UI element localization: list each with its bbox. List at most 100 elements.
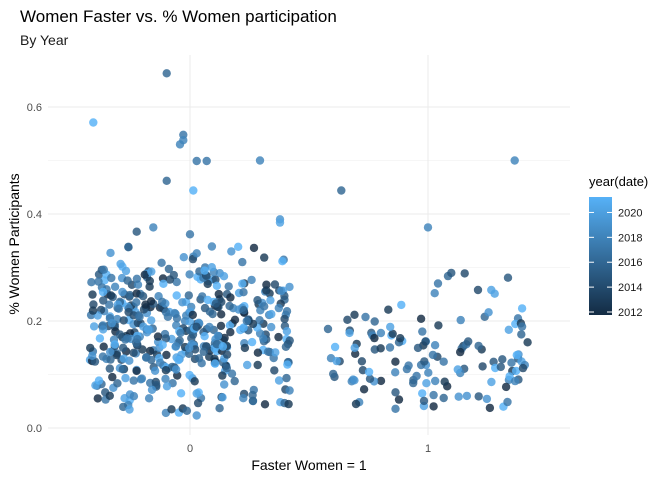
data-point — [474, 392, 483, 401]
legend-tick-label: 2018 — [618, 232, 642, 244]
data-point — [416, 314, 426, 323]
data-point — [266, 296, 275, 305]
data-point — [192, 322, 201, 331]
data-point — [176, 328, 185, 338]
data-point — [207, 242, 217, 251]
data-point — [462, 391, 472, 401]
data-point — [137, 374, 147, 383]
data-point — [176, 389, 186, 398]
data-point — [496, 362, 505, 372]
data-point — [205, 352, 214, 361]
data-point — [238, 279, 247, 288]
data-point — [396, 334, 405, 343]
data-point — [423, 223, 433, 232]
x-tick-label: 0 — [187, 443, 193, 455]
data-point — [207, 263, 216, 272]
data-point — [376, 344, 385, 353]
data-point — [397, 300, 406, 310]
data-point — [260, 400, 270, 409]
data-point — [123, 276, 132, 285]
data-point — [260, 253, 269, 262]
data-point — [174, 355, 183, 365]
data-point — [503, 397, 512, 407]
color-legend: year(date) 2012 2014 2016 2018 2020 — [589, 174, 648, 319]
data-point — [428, 350, 438, 360]
data-point — [391, 368, 400, 377]
data-point — [218, 342, 228, 351]
data-point — [162, 382, 172, 391]
data-point — [391, 388, 400, 397]
data-point — [145, 346, 155, 356]
data-point — [89, 322, 99, 331]
data-point — [418, 389, 427, 398]
data-point — [284, 399, 293, 409]
data-point — [110, 340, 119, 349]
data-point — [115, 330, 125, 339]
data-point — [203, 295, 212, 305]
data-point — [505, 372, 514, 381]
data-point — [517, 322, 527, 331]
data-point — [199, 347, 208, 356]
data-point — [247, 337, 257, 347]
data-point — [222, 350, 232, 359]
data-point — [114, 304, 124, 313]
data-point — [145, 276, 154, 286]
data-point — [453, 365, 462, 374]
data-point — [275, 218, 285, 227]
data-point — [274, 332, 283, 342]
data-point — [419, 396, 429, 406]
data-point — [430, 289, 439, 298]
data-point — [460, 269, 469, 278]
data-point — [149, 223, 158, 232]
data-point — [351, 349, 360, 358]
data-point — [434, 321, 443, 330]
data-point — [93, 394, 103, 403]
data-point — [95, 334, 105, 343]
data-point — [125, 405, 134, 414]
data-point — [99, 296, 108, 305]
data-point — [247, 275, 256, 285]
data-point — [517, 304, 527, 313]
data-point — [364, 367, 374, 377]
data-point — [413, 343, 423, 353]
data-point — [263, 347, 273, 356]
data-point — [277, 286, 286, 296]
data-point — [271, 348, 280, 357]
data-point — [133, 334, 142, 344]
data-point — [162, 350, 171, 360]
data-point — [107, 318, 117, 328]
data-point — [161, 308, 171, 317]
data-point — [234, 242, 243, 251]
data-point — [211, 299, 221, 308]
data-point — [161, 334, 171, 343]
data-point — [498, 355, 507, 364]
data-point — [193, 398, 203, 408]
data-point — [343, 315, 352, 324]
data-point — [158, 340, 167, 350]
data-point — [361, 312, 370, 322]
data-point — [239, 306, 248, 315]
data-point — [210, 359, 220, 368]
data-point — [189, 186, 198, 195]
data-point — [337, 186, 346, 195]
data-point — [503, 273, 513, 282]
data-point — [108, 372, 117, 382]
data-point — [242, 316, 251, 326]
data-point — [88, 351, 97, 360]
data-point — [357, 357, 367, 366]
data-point — [205, 322, 214, 332]
data-point — [164, 264, 174, 274]
data-point — [487, 377, 496, 387]
data-point — [226, 328, 235, 337]
data-point — [464, 337, 473, 346]
data-point — [255, 156, 265, 165]
data-point — [172, 314, 182, 323]
data-point — [394, 395, 404, 404]
data-point — [86, 343, 95, 353]
data-point — [98, 287, 108, 297]
data-point — [253, 360, 262, 370]
data-point — [385, 343, 395, 352]
data-point — [89, 118, 98, 127]
data-point — [118, 365, 128, 374]
